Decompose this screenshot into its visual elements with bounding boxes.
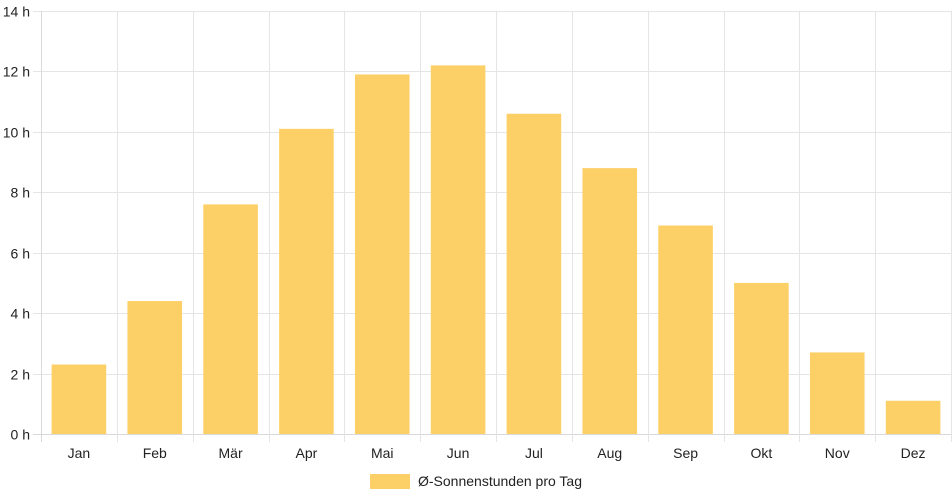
bar-apr[interactable]	[279, 128, 334, 435]
y-tick-label: 2 h	[11, 367, 30, 383]
bar-feb[interactable]	[127, 301, 183, 434]
chart-bars	[51, 65, 941, 435]
legend-label[interactable]: Ø-Sonnenstunden pro Tag	[418, 473, 582, 489]
y-tick-label: 12 h	[3, 64, 30, 80]
x-tick-label: Dez	[901, 445, 926, 461]
y-axis-ticks: 0 h 2 h 4 h 6 h 8 h 10 h 12 h 14 h	[3, 4, 30, 443]
bar-okt[interactable]	[734, 282, 789, 434]
y-tick-label: 14 h	[3, 4, 30, 20]
x-tick-label: Sep	[673, 445, 698, 461]
x-tick-label: Okt	[751, 445, 773, 461]
x-axis-ticks: Jan Feb Mär Apr Mai Jun Jul Aug Sep Okt Nov Dez	[68, 445, 926, 461]
bar-aug[interactable]	[582, 168, 638, 434]
x-tick-label: Jan	[68, 445, 91, 461]
y-tick-label: 10 h	[3, 125, 30, 141]
bar-dez[interactable]	[885, 400, 941, 434]
x-tick-label: Nov	[825, 445, 850, 461]
bar-mai[interactable]	[354, 74, 410, 434]
x-tick-label: Jul	[525, 445, 543, 461]
y-tick-label: 6 h	[11, 246, 30, 262]
chart-legend[interactable]: Ø-Sonnenstunden pro Tag	[370, 473, 582, 489]
y-tick-label: 8 h	[11, 185, 30, 201]
bar-jun[interactable]	[430, 65, 486, 434]
bar-nov[interactable]	[809, 352, 865, 434]
bar-jan[interactable]	[51, 364, 107, 434]
y-tick-label: 0 h	[11, 427, 30, 443]
x-tick-label: Mär	[219, 445, 243, 461]
x-tick-label: Feb	[143, 445, 167, 461]
x-tick-label: Aug	[597, 445, 622, 461]
legend-swatch[interactable]	[370, 474, 410, 489]
chart-grid	[33, 11, 952, 442]
x-tick-label: Apr	[296, 445, 318, 461]
bar-jul[interactable]	[506, 113, 562, 434]
bar-mär[interactable]	[203, 204, 258, 434]
x-tick-label: Mai	[371, 445, 394, 461]
x-tick-label: Jun	[447, 445, 470, 461]
y-tick-label: 4 h	[11, 306, 30, 322]
bar-sep[interactable]	[658, 225, 713, 434]
